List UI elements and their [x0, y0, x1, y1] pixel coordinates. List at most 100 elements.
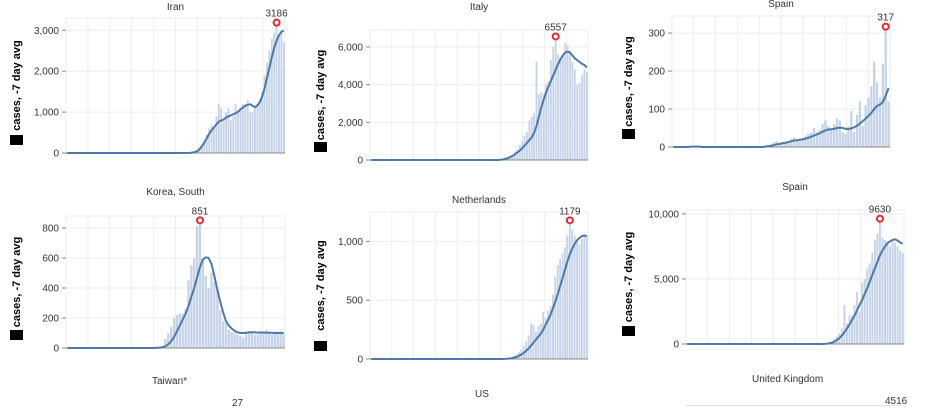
bar	[249, 112, 251, 153]
y-tick-label: 0	[53, 149, 59, 160]
bar	[190, 266, 192, 349]
y-tick-label: 200	[42, 314, 59, 325]
y-tick-label: 3,000	[34, 26, 59, 37]
bar	[170, 327, 172, 348]
y-tick-label: 300	[648, 29, 665, 40]
bar	[247, 100, 249, 153]
bar	[830, 130, 832, 147]
bar	[569, 220, 571, 359]
y-axis-label: cases, -7 day avg	[623, 36, 635, 127]
bar	[179, 314, 181, 349]
bar	[251, 332, 253, 349]
peak-label: 1179	[559, 206, 581, 217]
bar	[574, 70, 576, 160]
bar	[581, 75, 583, 160]
bar	[277, 333, 279, 348]
bar	[574, 236, 576, 359]
bar	[842, 132, 844, 147]
bar	[856, 292, 858, 344]
bar	[548, 81, 550, 160]
panel-title: Italy	[470, 2, 488, 13]
bar	[799, 140, 801, 147]
bar	[240, 108, 242, 153]
y-tick-label: 0	[659, 143, 665, 154]
bar	[199, 220, 201, 348]
bar	[218, 104, 220, 153]
bar	[854, 305, 856, 344]
y-tick-label: 600	[42, 254, 59, 265]
peak-marker	[197, 217, 203, 223]
bar	[892, 240, 894, 344]
bar	[836, 119, 838, 147]
legend-swatch	[314, 142, 327, 152]
bar	[256, 335, 258, 349]
bar	[540, 324, 542, 359]
bar	[536, 62, 538, 160]
peak-marker	[877, 216, 883, 222]
bar	[843, 305, 845, 344]
bar	[252, 112, 254, 153]
bar	[885, 27, 887, 147]
bar	[228, 330, 230, 348]
bar	[552, 47, 554, 160]
bar	[239, 336, 241, 348]
peak-label: 851	[192, 206, 209, 217]
bar	[216, 291, 218, 348]
bar	[535, 332, 537, 359]
legend-swatch	[622, 129, 635, 139]
bar	[897, 246, 899, 344]
bar	[861, 283, 863, 344]
y-tick-label: 0	[673, 340, 679, 351]
y-tick-label: 1,000	[34, 108, 59, 119]
bar	[864, 279, 866, 344]
bar	[557, 265, 559, 359]
bar	[271, 335, 273, 349]
y-tick-label: 4,000	[338, 80, 363, 91]
bar	[576, 85, 578, 160]
y-axis-label: cases, -7 day avg	[315, 50, 327, 141]
legend-swatch	[314, 341, 327, 351]
bar	[581, 239, 583, 359]
bar	[236, 335, 238, 349]
bar	[278, 34, 280, 153]
bar	[280, 332, 282, 348]
bar	[866, 269, 868, 344]
bar	[223, 120, 225, 153]
bar	[586, 71, 588, 160]
peak-label: 6557	[545, 22, 568, 33]
y-tick-label: 5,000	[654, 274, 679, 285]
bar	[231, 332, 233, 349]
panel-title-us: US	[475, 389, 489, 400]
bar	[245, 333, 247, 348]
y-axis-label: cases, -7 day avg	[623, 232, 635, 323]
bar	[207, 288, 209, 348]
bar	[230, 120, 232, 153]
bar	[256, 104, 258, 153]
peak-marker	[567, 217, 573, 223]
bar	[807, 134, 809, 147]
panel-title-united-kingdom: United Kingdom	[752, 374, 823, 385]
bar	[237, 110, 239, 153]
bar	[849, 315, 851, 344]
bar	[242, 104, 244, 153]
y-tick-label: 1,000	[338, 237, 363, 248]
bar	[569, 51, 571, 160]
bar	[862, 126, 864, 147]
bar	[216, 116, 218, 153]
bar	[562, 54, 564, 160]
bar	[254, 108, 256, 153]
bar	[537, 326, 539, 359]
bar	[867, 98, 869, 147]
peak-label: 3186	[265, 9, 288, 20]
bar	[555, 36, 557, 160]
bar	[853, 132, 855, 147]
bar	[902, 253, 904, 344]
panel-title: Spain	[768, 0, 794, 10]
peak-marker	[274, 20, 280, 26]
bar	[813, 128, 815, 147]
bar	[874, 240, 876, 344]
bar	[242, 338, 244, 349]
